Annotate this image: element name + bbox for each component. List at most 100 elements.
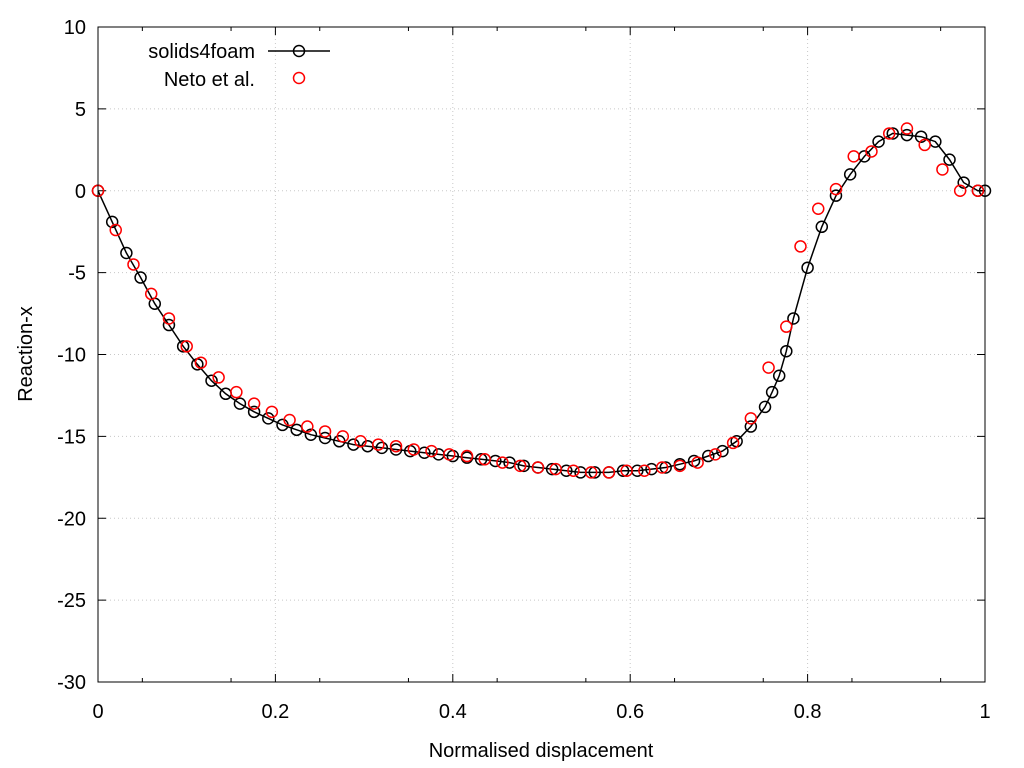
- data-point-solids4foam: [914, 130, 928, 143]
- data-point-neto: [744, 412, 758, 425]
- series-solids4foam: [91, 127, 992, 479]
- data-point-neto: [318, 425, 332, 438]
- data-point-solids4foam: [162, 318, 176, 332]
- data-point-neto: [443, 448, 456, 461]
- data-point-neto: [794, 240, 807, 253]
- data-point-neto: [531, 461, 545, 474]
- y-tick-label: -5: [68, 263, 86, 285]
- data-point-solids4foam: [262, 412, 275, 425]
- data-point-solids4foam: [765, 385, 779, 399]
- y-tick-label: -30: [57, 672, 86, 694]
- data-point-neto: [372, 438, 385, 451]
- data-point-solids4foam: [872, 135, 885, 148]
- data-point-solids4foam: [900, 128, 914, 142]
- legend-marker-solids4foam: [292, 44, 306, 58]
- data-point-solids4foam: [772, 369, 786, 383]
- data-point-neto: [109, 223, 122, 237]
- legend: solids4foam Neto et al.: [148, 41, 330, 91]
- data-point-solids4foam: [105, 215, 119, 229]
- data-point-solids4foam: [829, 189, 843, 202]
- legend-marker-neto: [292, 71, 306, 85]
- data-point-neto: [829, 182, 843, 196]
- data-point-solids4foam: [347, 438, 360, 451]
- series-line-solids4foam: [97, 132, 985, 474]
- x-tick-labels: 0 0.2 0.4 0.6 0.8 1: [92, 701, 990, 723]
- data-point-solids4foam: [702, 449, 715, 463]
- x-tick-label: 0.8: [794, 701, 822, 723]
- data-point-neto: [301, 420, 314, 433]
- x-tick-label: 0: [92, 701, 103, 723]
- y-tick-label: -20: [57, 508, 86, 530]
- data-point-neto: [918, 138, 931, 152]
- data-point-neto: [144, 287, 158, 301]
- data-point-solids4foam: [843, 168, 857, 181]
- data-point-solids4foam: [176, 340, 190, 353]
- data-point-neto: [726, 436, 740, 450]
- plot-frame: [97, 26, 986, 683]
- data-point-neto: [673, 459, 687, 473]
- x-tick-label: 1: [979, 701, 990, 723]
- y-tick-labels: 10 5 0 -5 -10 -15 -20 -25 -30: [57, 17, 86, 694]
- data-point-neto: [936, 163, 949, 176]
- legend-label-neto: Neto et al.: [164, 69, 255, 91]
- data-point-solids4foam: [758, 400, 772, 414]
- data-point-solids4foam: [474, 453, 488, 466]
- data-point-neto: [478, 453, 491, 466]
- data-point-neto: [780, 320, 793, 333]
- data-point-solids4foam: [588, 466, 601, 479]
- x-tick-label: 0.4: [439, 701, 467, 723]
- data-series: [91, 122, 992, 479]
- x-tick-label: 0.2: [261, 701, 289, 723]
- data-point-neto: [953, 184, 967, 197]
- x-axis-label: Normalised displacement: [429, 740, 654, 762]
- data-point-solids4foam: [389, 443, 403, 456]
- data-point-neto: [762, 361, 775, 374]
- data-point-solids4foam: [815, 220, 829, 234]
- legend-label-solids4foam: solids4foam: [148, 41, 255, 63]
- y-tick-label: 0: [75, 181, 86, 203]
- data-point-neto: [460, 449, 474, 463]
- data-point-neto: [691, 456, 704, 469]
- data-point-neto: [230, 385, 243, 399]
- data-point-neto: [638, 464, 651, 478]
- y-tick-label: -10: [57, 345, 86, 367]
- data-point-neto: [709, 448, 722, 461]
- data-point-neto: [283, 413, 296, 427]
- data-point-solids4foam: [787, 312, 800, 325]
- data-point-neto: [567, 464, 580, 478]
- data-point-solids4foam: [205, 374, 218, 387]
- data-point-solids4foam: [545, 462, 559, 476]
- data-point-neto: [882, 127, 896, 140]
- y-tick-label: 10: [64, 17, 86, 39]
- data-point-neto: [655, 461, 669, 474]
- data-point-neto: [247, 397, 261, 410]
- data-point-solids4foam: [886, 127, 900, 140]
- data-point-neto: [265, 405, 279, 419]
- data-point-solids4foam: [318, 431, 332, 445]
- data-point-neto: [620, 464, 633, 478]
- y-tick-label: -15: [57, 426, 86, 448]
- data-point-neto: [584, 466, 598, 479]
- data-point-solids4foam: [375, 441, 389, 455]
- data-point-neto: [900, 122, 914, 135]
- data-point-neto: [162, 312, 176, 325]
- data-point-neto: [847, 150, 860, 163]
- data-point-neto: [602, 466, 616, 479]
- data-point-neto: [549, 462, 562, 476]
- data-point-solids4foam: [247, 405, 261, 419]
- data-point-solids4foam: [233, 397, 247, 410]
- data-point-neto: [336, 430, 350, 443]
- data-point-solids4foam: [120, 246, 133, 260]
- data-point-neto: [212, 371, 225, 384]
- data-point-neto: [865, 145, 878, 158]
- data-point-solids4foam: [659, 461, 672, 474]
- data-point-neto: [127, 258, 140, 271]
- data-point-neto: [811, 202, 825, 216]
- x-tick-label: 0.6: [616, 701, 644, 723]
- y-tick-label: -25: [57, 590, 86, 612]
- data-point-neto: [180, 340, 193, 353]
- data-point-solids4foam: [957, 176, 970, 189]
- series-neto: [91, 122, 985, 479]
- data-point-neto: [425, 444, 438, 458]
